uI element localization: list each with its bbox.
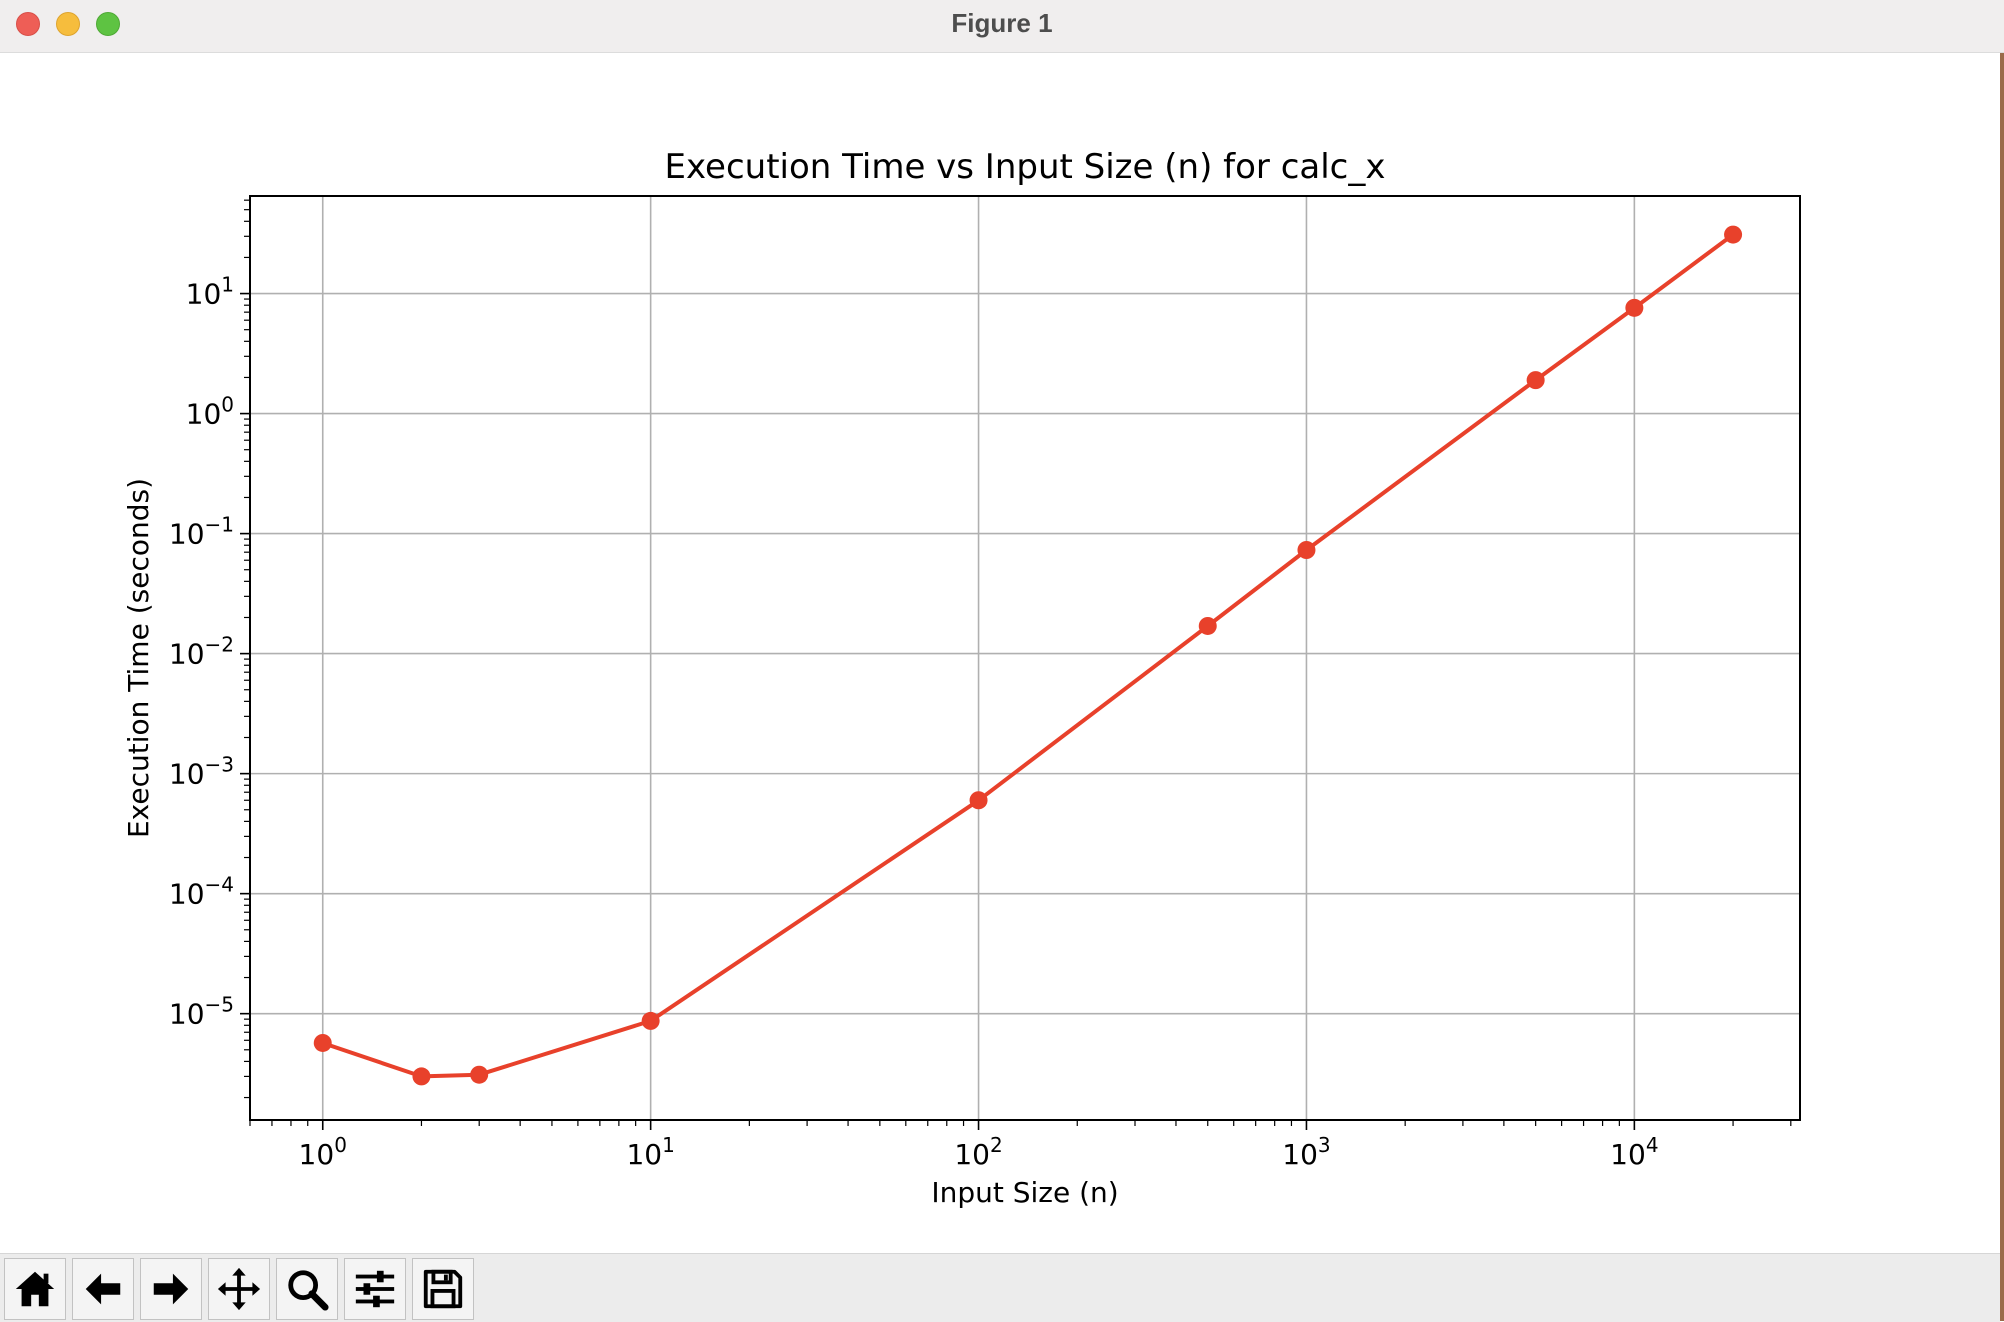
y-tick-label: 10−4 <box>169 873 234 911</box>
series-line <box>322 232 1735 1079</box>
forward-button[interactable] <box>140 1258 202 1320</box>
chart: 100 101 102 103 104 10−510−410−310−210−11001… <box>122 147 1801 1209</box>
series-line-path <box>322 232 1735 1079</box>
x-axis-label: Input Size (n) <box>931 1176 1118 1209</box>
pan-icon <box>217 1267 261 1311</box>
pan-button[interactable] <box>208 1258 270 1320</box>
back-icon <box>85 1273 121 1305</box>
zoom-icon <box>288 1270 329 1311</box>
configure-subplots-button[interactable] <box>344 1258 406 1320</box>
data-point <box>1526 371 1545 390</box>
y-tick-label: 101 <box>186 273 234 311</box>
x-tick-label: 103 <box>1282 1133 1330 1171</box>
grid <box>250 196 1800 1120</box>
save-icon <box>423 1269 463 1309</box>
y-tick-label: 10−3 <box>169 753 234 791</box>
forward-icon <box>153 1273 189 1305</box>
window-edge <box>2000 53 2004 1321</box>
y-tick-label: 10−1 <box>169 513 234 551</box>
y-axis-label: Execution Time (seconds) <box>122 478 155 838</box>
series-points <box>313 225 1743 1086</box>
close-window-button[interactable] <box>16 12 40 36</box>
data-point <box>641 1011 660 1030</box>
x-tick-label: 100 <box>299 1133 347 1171</box>
x-tick-label: 104 <box>1610 1133 1658 1171</box>
plot-frame <box>249 195 1801 1121</box>
data-point <box>412 1067 431 1086</box>
data-point <box>313 1033 332 1052</box>
data-point <box>969 791 988 810</box>
save-button[interactable] <box>412 1258 474 1320</box>
data-point <box>470 1065 489 1084</box>
figure-canvas: 100 101 102 103 104 10−5 10−4 10−3 10−2 10−1 100 1… <box>0 53 2004 1253</box>
zoom-button[interactable] <box>276 1258 338 1320</box>
data-point <box>1198 616 1217 635</box>
configure-subplots-icon <box>355 1270 395 1308</box>
y-tick-label: 10−5 <box>169 993 234 1031</box>
navigation-toolbar <box>0 1253 2000 1322</box>
data-point <box>1297 540 1316 559</box>
home-button[interactable] <box>4 1258 66 1320</box>
title-bar: Figure 1 <box>0 0 2004 53</box>
data-point <box>1724 225 1743 244</box>
zoom-window-button[interactable] <box>96 12 120 36</box>
window-title: Figure 1 <box>951 8 1053 38</box>
x-tick-labels: 100 101 102 103 104 <box>299 1133 1659 1171</box>
y-tick-labels: 10−5 10−4 10−3 10−2 10−1 100 101 <box>169 273 234 1031</box>
x-tick-label: 101 <box>626 1133 674 1171</box>
y-tick-label: 100 <box>186 393 234 431</box>
minimize-window-button[interactable] <box>56 12 80 36</box>
y-tick-label: 10−2 <box>169 633 234 671</box>
x-tick-label: 102 <box>954 1133 1002 1171</box>
tick-marks <box>240 199 1792 1130</box>
back-button[interactable] <box>72 1258 134 1320</box>
chart-title: Execution Time vs Input Size (n) for cal… <box>665 147 1386 187</box>
data-point <box>1625 298 1644 317</box>
home-icon <box>15 1271 55 1307</box>
